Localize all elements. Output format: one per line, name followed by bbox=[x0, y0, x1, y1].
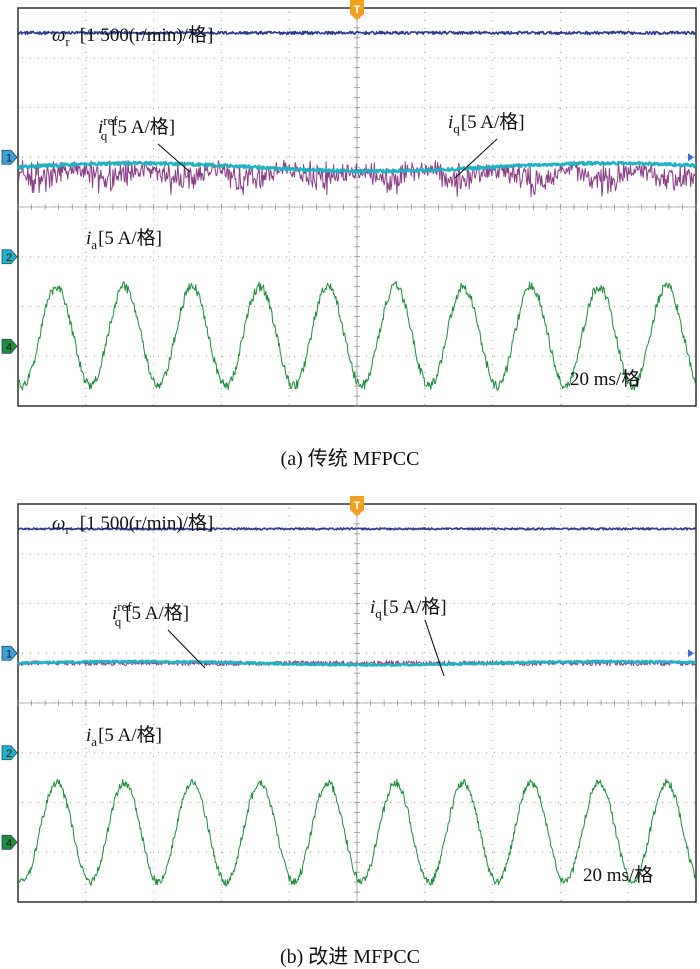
channel-marker-2: 2 bbox=[1, 249, 18, 265]
scope-screen-b: 1 2 4 Tωr [1 500(r/min)/格] iref q [5 A/格] iq[5 A… bbox=[1, 496, 697, 903]
channel-marker-4: 4 bbox=[1, 338, 18, 354]
label-iq: iq[5 A/格] bbox=[448, 111, 525, 136]
leader-iqref bbox=[167, 629, 206, 669]
channel-marker-label: 4 bbox=[6, 341, 12, 353]
leader-iq bbox=[454, 138, 498, 179]
trace-iqref bbox=[16, 160, 697, 174]
trigger-marker-label: T bbox=[354, 4, 361, 16]
label-omega: ωr [1 500(r/min)/格] bbox=[52, 24, 213, 49]
scope-grid bbox=[17, 7, 697, 407]
trace-iq bbox=[17, 660, 697, 667]
leader-iqref bbox=[157, 143, 191, 173]
label-omega: ωr [1 500(r/min)/格] bbox=[52, 512, 213, 537]
channel-marker-label: 1 bbox=[6, 648, 12, 660]
scope-screen-a: 1 2 4 Tωr [1 500(r/min)/格] iref q [5 A/格] iq[5 A… bbox=[1, 0, 697, 407]
label-iqref: iref q [5 A/格] bbox=[98, 113, 175, 143]
label-ia: ia[5 A/格] bbox=[86, 227, 162, 252]
trace-ia bbox=[17, 281, 697, 391]
time-scale-label: 20 ms/格 bbox=[570, 368, 640, 390]
leader-iq bbox=[424, 619, 445, 677]
scope-grid bbox=[17, 503, 697, 903]
trace-omega bbox=[17, 30, 697, 36]
time-scale-label: 20 ms/格 bbox=[583, 864, 653, 886]
trigger-marker-label: T bbox=[354, 500, 361, 512]
ch1-offset-arrow bbox=[688, 153, 694, 162]
trace-iqref bbox=[16, 659, 697, 667]
channel-marker-label: 4 bbox=[6, 837, 12, 849]
channel-marker-label: 2 bbox=[6, 252, 12, 264]
ch1-offset-arrow bbox=[688, 649, 694, 658]
channel-marker-1: 1 bbox=[1, 149, 18, 165]
channel-marker-2: 2 bbox=[1, 745, 18, 761]
label-iqref: iref q [5 A/格] bbox=[112, 599, 189, 629]
channel-marker-4: 4 bbox=[1, 834, 18, 850]
caption-b: (b) 改进 MFPCC bbox=[279, 946, 421, 968]
channel-marker-label: 1 bbox=[6, 152, 12, 164]
caption-a: (a) 传统 MFPCC bbox=[280, 448, 420, 470]
trigger-marker: T bbox=[350, 496, 364, 516]
label-iq: iq[5 A/格] bbox=[370, 596, 447, 621]
channel-marker-label: 2 bbox=[6, 748, 12, 760]
channel-marker-1: 1 bbox=[1, 645, 18, 661]
trace-ia bbox=[17, 778, 697, 887]
trace-omega bbox=[17, 527, 697, 531]
label-ia: ia[5 A/格] bbox=[86, 724, 162, 749]
trigger-marker: T bbox=[350, 0, 364, 20]
